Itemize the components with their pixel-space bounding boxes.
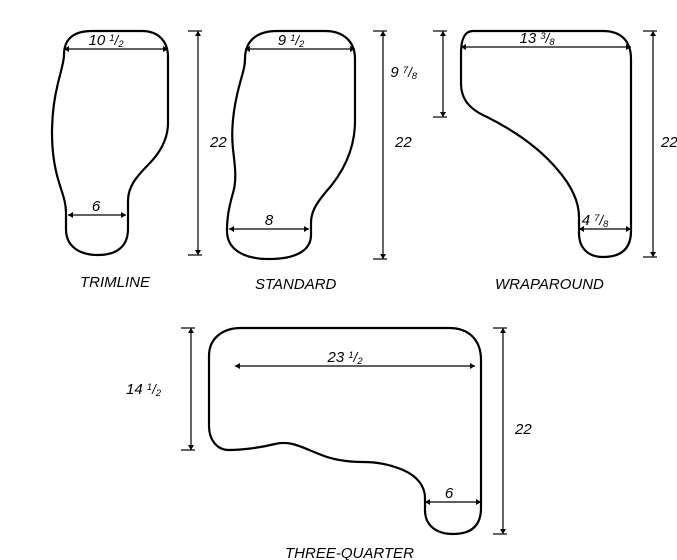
trimline-dim-top: 10 1/2 (89, 32, 125, 49)
standard-dim-top: 9 1/2 (278, 32, 305, 49)
wraparound-dim-height: 22 1/4 (660, 134, 677, 151)
standard-dim-height: 22 (394, 134, 412, 151)
wraparound-dim-left-h: 9 7/8 (390, 64, 417, 81)
wraparound-dim-top: 13 3/8 (520, 30, 556, 47)
trimline-caption: TRIMLINE (80, 274, 151, 291)
trimline-dim-height: 22 (209, 134, 227, 151)
shape-trimline: 10 1/2 6 22 TRIMLINE (52, 31, 227, 291)
threequarter-dim-top: 23 1/2 (327, 349, 364, 366)
shape-threequarter: 23 1/2 6 22 14 1/2 THREE-QUARTER (126, 328, 532, 560)
threequarter-caption: THREE-QUARTER (285, 545, 414, 560)
standard-caption: STANDARD (255, 276, 337, 293)
wraparound-caption: WRAPAROUND (495, 276, 604, 293)
standard-dim-foot: 8 (265, 212, 274, 229)
threequarter-dim-foot: 6 (445, 485, 454, 502)
trimline-dim-foot: 6 (92, 198, 101, 215)
standard-outline (227, 31, 355, 259)
wraparound-dim-foot: 4 7/8 (582, 212, 609, 229)
shape-wraparound: 13 3/8 4 7/8 22 1/4 9 7/8 WRAPAROUND (390, 30, 677, 293)
shape-standard: 9 1/2 8 22 STANDARD (227, 31, 412, 293)
threequarter-dim-height: 22 (514, 421, 532, 438)
trimline-outline (52, 31, 168, 255)
threequarter-dim-left-h: 14 1/2 (126, 381, 162, 398)
